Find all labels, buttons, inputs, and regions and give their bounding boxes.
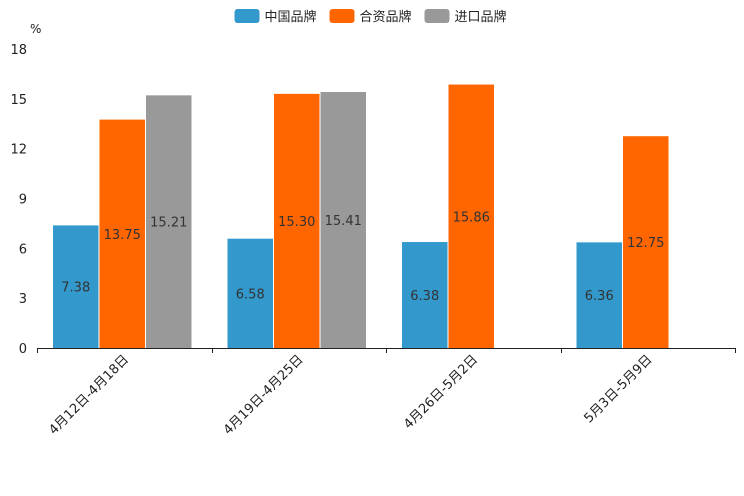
y-axis: 0 3 6 9 12 15 18 [10,43,27,357]
data-label: 6.58 [236,287,265,302]
bar [320,92,366,348]
data-label: 15.41 [325,214,362,229]
data-label: 15.30 [278,215,315,230]
x-tick-label: 5月3日-5月9日 [581,352,655,426]
y-tick-label: 15 [10,93,27,108]
bar [448,84,494,348]
y-tick-label: 0 [19,342,27,357]
bar [99,119,145,348]
legend-swatch [234,9,260,23]
legend-item[interactable]: 中国品牌 [234,9,317,25]
legend-label: 合资品牌 [360,9,412,25]
data-label: 6.36 [585,289,614,304]
bar [53,225,99,348]
y-tick-label: 12 [10,143,27,158]
legend-label: 进口品牌 [455,9,507,25]
legend-label: 中国品牌 [265,9,317,25]
bar [402,242,448,348]
legend-item[interactable]: 合资品牌 [329,9,412,25]
y-tick-label: 6 [19,242,27,257]
x-tick-label: 4月12日-4月18日 [46,352,132,438]
legend: 中国品牌 合资品牌 进口品牌 [234,9,507,25]
y-tick-label: 9 [19,193,27,208]
bars: 7.38 6.58 6.38 6.36 13.75 15.30 15.86 12.75 15.2… [53,84,669,348]
data-label: 7.38 [61,281,90,296]
x-axis: 4月12日-4月18日 4月19日-4月25日 4月26日-5月2日 5月3日-5月9… [37,348,736,438]
y-tick-label: 18 [10,43,27,58]
legend-swatch [424,9,450,23]
y-tick-label: 3 [19,292,27,307]
data-label: 12.75 [627,236,664,251]
bar [623,136,669,348]
legend-swatch [329,9,355,23]
bar [146,95,192,348]
legend-item[interactable]: 进口品牌 [424,9,507,25]
bar [274,93,320,348]
bar [576,242,622,348]
data-label: 15.86 [453,210,490,225]
data-label: 13.75 [104,228,141,243]
data-label: 6.38 [410,289,439,304]
bar [227,238,273,348]
y-axis-unit: % [30,22,41,36]
x-tick-label: 4月19日-4月25日 [221,352,307,438]
data-label: 15.21 [150,216,187,231]
x-tick-label: 4月26日-5月2日 [401,352,481,432]
